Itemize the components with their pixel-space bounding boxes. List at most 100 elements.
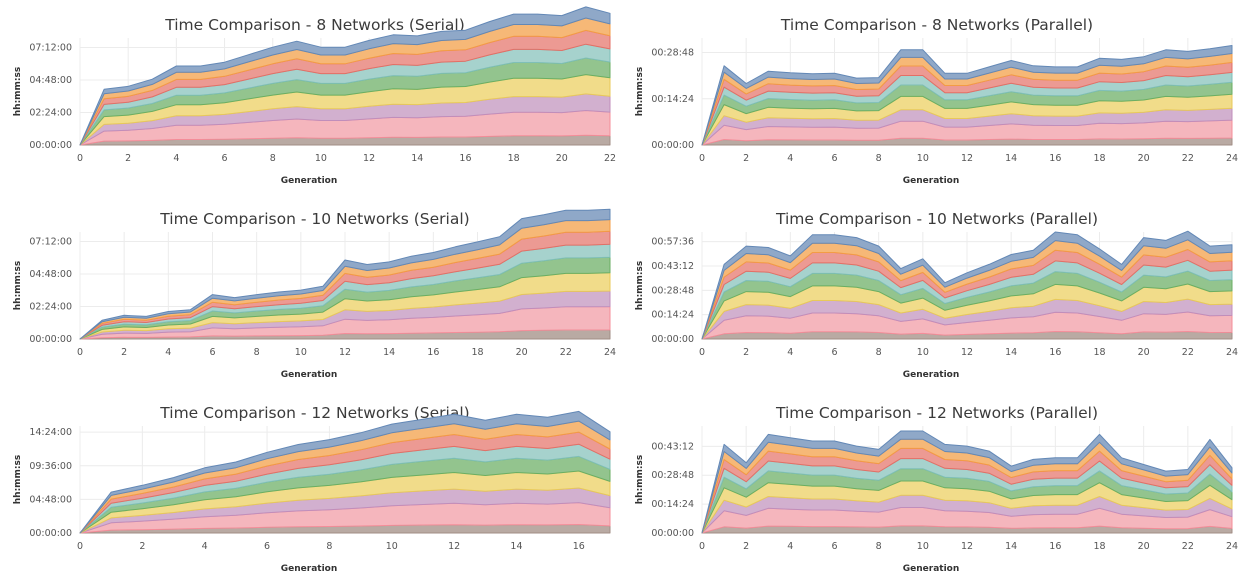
x-axis-label: Generation (903, 176, 960, 186)
x-tick-label: 10 (917, 153, 929, 164)
y-tick-label: 02:24:00 (29, 107, 72, 118)
x-tick-label: 4 (165, 347, 171, 358)
x-tick-label: 0 (77, 347, 83, 358)
x-tick-label: 20 (1138, 347, 1150, 358)
area-layer-9 (79, 208, 611, 340)
chart-title: Time Comparison - 12 Networks (Serial) (159, 404, 469, 422)
x-tick-label: 20 (556, 153, 568, 164)
x-tick-label: 4 (787, 541, 793, 552)
x-tick-label: 18 (508, 153, 520, 164)
chart-title: Time Comparison - 10 Networks (Serial) (159, 210, 469, 228)
x-tick-label: 16 (427, 347, 439, 358)
chart-svg: Time Comparison - 12 Networks (Parallel)… (635, 404, 1238, 574)
x-tick-label: 20 (1138, 153, 1150, 164)
x-tick-label: 10 (295, 347, 307, 358)
x-tick-label: 10 (917, 347, 929, 358)
x-tick-label: 12 (961, 153, 973, 164)
chart-svg: Time Comparison - 10 Networks (Parallel)… (635, 210, 1238, 380)
y-axis-label: hh:mm:ss (635, 455, 645, 504)
x-tick-label: 20 (516, 347, 528, 358)
x-tick-label: 16 (1049, 153, 1061, 164)
y-tick-label: 04:48:00 (29, 269, 72, 280)
area-layer-9 (701, 45, 1233, 146)
x-tick-label: 24 (1226, 153, 1238, 164)
x-tick-label: 4 (787, 347, 793, 358)
x-tick-label: 6 (222, 153, 228, 164)
chart-panel-10-networks-parallel: Time Comparison - 10 Networks (Parallel)… (622, 194, 1243, 388)
y-tick-label: 00:00:00 (29, 334, 72, 345)
y-tick-label: 07:12:00 (29, 42, 72, 53)
x-tick-label: 14 (383, 347, 395, 358)
x-tick-label: 12 (363, 153, 375, 164)
x-tick-label: 14 (510, 541, 522, 552)
x-tick-label: 12 (339, 347, 351, 358)
y-tick-label: 00:43:12 (651, 261, 694, 272)
x-axis-label: Generation (281, 370, 338, 380)
area-layer-9 (79, 410, 611, 534)
chart-panel-8-networks-serial: Time Comparison - 8 Networks (Serial) 00:… (0, 0, 621, 194)
y-tick-label: 04:48:00 (29, 75, 72, 86)
area-layer-9 (79, 6, 611, 146)
x-tick-label: 22 (560, 347, 572, 358)
y-tick-label: 02:24:00 (29, 301, 72, 312)
x-tick-label: 0 (77, 153, 83, 164)
x-tick-label: 0 (699, 541, 705, 552)
y-tick-label: 00:57:36 (651, 237, 694, 248)
y-axis-label: hh:mm:ss (13, 455, 23, 504)
y-tick-label: 00:14:24 (651, 94, 694, 105)
chart-title: Time Comparison - 12 Networks (Parallel) (775, 404, 1098, 422)
x-axis-label: Generation (903, 370, 960, 380)
x-tick-label: 4 (202, 541, 208, 552)
x-tick-label: 8 (876, 153, 882, 164)
x-tick-label: 6 (831, 347, 837, 358)
y-axis-label: hh:mm:ss (13, 261, 23, 310)
chart-svg: Time Comparison - 8 Networks (Serial) 00:… (13, 6, 616, 186)
x-tick-label: 2 (125, 153, 131, 164)
x-tick-label: 14 (1005, 541, 1017, 552)
chart-svg: Time Comparison - 10 Networks (Serial)00… (13, 208, 616, 380)
x-tick-label: 2 (743, 541, 749, 552)
x-axis-label: Generation (281, 176, 338, 186)
x-tick-label: 22 (604, 153, 616, 164)
x-tick-label: 16 (1049, 347, 1061, 358)
y-tick-label: 00:14:24 (651, 310, 694, 321)
x-axis-label: Generation (281, 564, 338, 574)
y-tick-label: 07:12:00 (29, 236, 72, 247)
x-tick-label: 4 (787, 153, 793, 164)
x-tick-label: 22 (1182, 153, 1194, 164)
x-tick-label: 14 (411, 153, 423, 164)
x-tick-label: 22 (1182, 541, 1194, 552)
x-tick-label: 18 (1093, 347, 1105, 358)
x-tick-label: 10 (386, 541, 398, 552)
x-tick-label: 2 (743, 153, 749, 164)
chart-svg: Time Comparison - 12 Networks (Serial)00… (13, 404, 611, 574)
x-tick-label: 14 (1005, 347, 1017, 358)
x-tick-label: 6 (831, 541, 837, 552)
chart-panel-12-networks-parallel: Time Comparison - 12 Networks (Parallel)… (622, 388, 1243, 582)
y-tick-label: 14:24:00 (29, 427, 72, 438)
chart-panel-8-networks-parallel: Time Comparison - 8 Networks (Parallel) 0… (622, 0, 1243, 194)
x-tick-label: 24 (604, 347, 616, 358)
x-tick-label: 12 (448, 541, 460, 552)
y-axis-label: hh:mm:ss (13, 67, 23, 116)
x-tick-label: 6 (209, 347, 215, 358)
x-tick-label: 10 (917, 541, 929, 552)
x-tick-label: 24 (1226, 347, 1238, 358)
y-tick-label: 00:00:00 (29, 528, 72, 539)
x-tick-label: 0 (77, 541, 83, 552)
x-tick-label: 8 (326, 541, 332, 552)
chart-panel-10-networks-serial: Time Comparison - 10 Networks (Serial) 00… (0, 194, 621, 388)
x-tick-label: 6 (264, 541, 270, 552)
y-tick-label: 00:43:12 (651, 441, 694, 452)
y-tick-label: 09:36:00 (29, 461, 72, 472)
y-axis-label: hh:mm:ss (635, 67, 645, 116)
x-tick-label: 2 (139, 541, 145, 552)
x-tick-label: 16 (459, 153, 471, 164)
x-tick-label: 18 (1093, 541, 1105, 552)
x-tick-label: 12 (961, 541, 973, 552)
x-tick-label: 24 (1226, 541, 1238, 552)
x-tick-label: 16 (1049, 541, 1061, 552)
y-tick-label: 00:00:00 (651, 334, 694, 345)
y-tick-label: 00:00:00 (651, 528, 694, 539)
x-tick-label: 8 (254, 347, 260, 358)
